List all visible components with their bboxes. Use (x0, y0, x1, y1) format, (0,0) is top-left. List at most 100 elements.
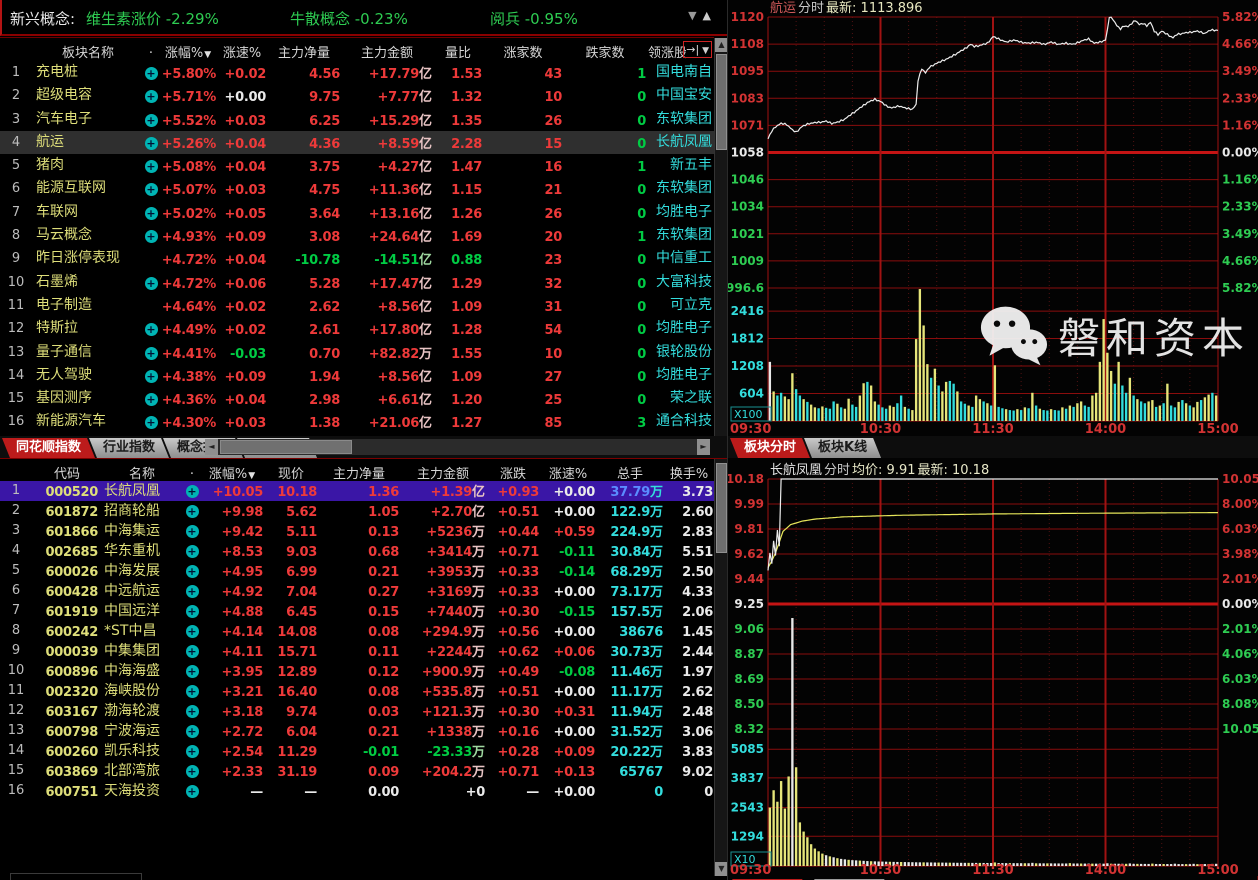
pct-change: +3.21 (221, 685, 263, 700)
ticker-item[interactable]: 牛散概念 -0.23% (290, 10, 408, 28)
scroll-right-icon[interactable]: ► (697, 439, 710, 455)
horizontal-scrollbar[interactable]: ◄ ► (205, 439, 710, 455)
column-header[interactable]: . (189, 463, 195, 478)
index-tab[interactable]: 同花顺指数 (2, 438, 95, 458)
stock-row[interactable]: 8 600242 *ST中昌 + +4.14 14.08 0.08 +294.9万 +0.56 +… (0, 621, 714, 641)
stock-row[interactable]: 11 002320 海峡股份 + +3.21 16.40 0.08 +535.8万 +0.51 +… (0, 681, 714, 701)
stock-row[interactable]: 16 600751 天海投资 + — — 0.00 +0 — +0.00 0 0 (0, 781, 714, 801)
main-amount: +24.64亿 (368, 230, 432, 246)
sector-row[interactable]: 16 新能源汽车 + +4.30% +0.03 1.38 +21.06亿 1.27 85 3 通合科… (0, 410, 714, 433)
svg-text:1009: 1009 (731, 254, 764, 268)
vol-ratio: 1.15 (451, 183, 482, 199)
ticker-item[interactable]: 阅兵 -0.95% (490, 10, 578, 28)
stock-intraday-chart[interactable]: 5085 3837 2543 1294 10.18 9.99 9.81 9.62 9.44 9.2… (728, 458, 1258, 876)
sector-row[interactable]: 14 无人驾驶 + +4.38% +0.09 1.94 +8.56亿 1.09 27 0 均胜电子 (0, 364, 714, 387)
pct-change: +4.88 (221, 605, 263, 620)
flag-icon: + (185, 625, 199, 638)
column-header[interactable]: 现价 (277, 467, 304, 482)
sector-row[interactable]: 8 马云概念 + +4.93% +0.09 3.08 +24.64亿 1.69 20 1 东软集团 (0, 224, 714, 247)
main-amount: +17.79亿 (368, 67, 432, 82)
column-header[interactable]: 换手% (669, 467, 709, 482)
column-header[interactable]: 涨跌 (499, 467, 526, 482)
stock-name: 北部湾旅 (104, 763, 160, 779)
column-header[interactable]: 量比 (444, 46, 471, 61)
stock-code: 603167 (45, 705, 98, 720)
stock-code: 601872 (45, 505, 98, 520)
sector-scrollbar[interactable]: ▲ (714, 38, 728, 436)
price: 6.45 (286, 605, 317, 620)
scrollbar-thumb[interactable] (220, 440, 352, 454)
sector-intraday-chart[interactable]: 2416 1812 1208 604 1120 1108 1095 1083 1071 1058 1… (728, 0, 1258, 436)
sector-row[interactable]: 6 能源互联网 + +5.07% +0.03 4.75 +11.36亿 1.15 21 0 东软集团 (0, 177, 714, 200)
stock-row[interactable]: 15 603869 北部湾旅 + +2.33 31.19 0.09 +204.2万 +0.71 +… (0, 761, 714, 781)
column-header[interactable]: 板块名称 (61, 46, 114, 61)
leader-stock: 荣之联 (670, 390, 712, 407)
column-header[interactable]: 涨幅%▼ (208, 467, 256, 482)
sector-row[interactable]: 10 石墨烯 + +4.72% +0.06 5.28 +17.47亿 1.29 32 0 大富科技 (0, 271, 714, 294)
column-header[interactable]: 领涨股 (648, 46, 686, 61)
column-header[interactable]: 主力净量 (277, 46, 330, 61)
stock-row[interactable]: 6 600428 中远航运 + +4.92 7.04 0.27 +3169万 +0.33 +0.0… (0, 581, 714, 601)
chart-tab[interactable]: 板块分时 (730, 438, 810, 458)
column-header[interactable]: 主力净量 (332, 467, 385, 482)
sector-row[interactable]: 2 超级电容 + +5.71% +0.00 9.75 +7.77亿 1.32 10 0 中国宝安 (0, 84, 714, 107)
index-tab[interactable]: 行业指数 (89, 438, 169, 458)
scroll-left-icon[interactable]: ◄ (205, 439, 218, 455)
stock-row[interactable]: 10 600896 中海海盛 + +3.95 12.89 0.12 +900.9万 +0.49 -… (0, 661, 714, 681)
main-net: 0.03 (368, 705, 399, 720)
speed: +0.31 (553, 705, 595, 720)
column-header[interactable]: . (148, 42, 154, 57)
turnover: 2.48 (682, 705, 713, 720)
column-header[interactable]: 主力金额 (416, 467, 469, 482)
svg-text:分时: 分时 (798, 1, 824, 16)
column-header[interactable]: 代码 (53, 467, 80, 482)
column-header[interactable]: 涨速% (548, 467, 588, 482)
leader-stock: 均胜电子 (656, 320, 712, 337)
flag-icon: + (185, 765, 199, 778)
sector-row[interactable]: 3 汽车电子 + +5.52% +0.03 6.25 +15.29亿 1.35 26 0 东软集团 (0, 108, 714, 131)
stock-row[interactable]: 5 600026 中海发展 + +4.95 6.99 0.21 +3953万 +0.33 -0.1… (0, 561, 714, 581)
sector-row[interactable]: 13 量子通信 + +4.41% -0.03 0.70 +82.82万 1.55 10 0 银轮股份 (0, 341, 714, 364)
column-header[interactable]: 总手 (616, 467, 643, 482)
column-config-icons[interactable]: →| ▼ (683, 41, 712, 58)
scroll-up-icon[interactable]: ▲ (715, 38, 728, 52)
stock-scrollbar[interactable]: ▼ (714, 459, 728, 876)
sector-row[interactable]: 11 电子制造 +4.64% +0.02 2.62 +8.56亿 1.09 31 0 可立克 (0, 294, 714, 317)
speed: -0.11 (559, 545, 595, 560)
svg-text:6.03%: 6.03% (1222, 522, 1258, 536)
main-net: 0.27 (368, 585, 399, 600)
leader-stock: 中信重工 (656, 250, 712, 267)
speed: +0.00 (553, 505, 595, 520)
sector-row[interactable]: 15 基因测序 + +4.36% +0.04 2.98 +6.61亿 1.20 25 0 荣之联 (0, 387, 714, 410)
ticker-item[interactable]: 维生素涨价 -2.29% (86, 10, 219, 28)
vol-ratio: 1.29 (451, 276, 482, 292)
column-header[interactable]: 跌家数 (585, 46, 625, 61)
chart-tab[interactable]: 板块K线 (804, 438, 881, 458)
sector-row[interactable]: 9 昨日涨停表现 +4.72% +0.04 -10.78 -14.51亿 0.88 23 0 中信… (0, 247, 714, 270)
change: +0.62 (497, 645, 539, 660)
stock-row[interactable]: 14 600260 凯乐科技 + +2.54 11.29 -0.01 -23.33万 +0.28… (0, 741, 714, 761)
stock-row[interactable]: 1 000520 长航凤凰 + +10.05 10.18 1.36 +1.39亿 +0.93 +0… (0, 481, 714, 501)
stock-row[interactable]: 13 600798 宁波海运 + +2.72 6.04 0.21 +1338万 +0.16 +0.… (0, 721, 714, 741)
sector-row[interactable]: 12 特斯拉 + +4.49% +0.02 2.61 +17.80亿 1.28 54 0 均胜电子 (0, 317, 714, 340)
stock-row[interactable]: 12 603167 渤海轮渡 + +3.18 9.74 0.03 +121.3万 +0.30 +0… (0, 701, 714, 721)
stock-row[interactable]: 7 601919 中国远洋 + +4.88 6.45 0.15 +7440万 +0.30 -0.1… (0, 601, 714, 621)
sector-row[interactable]: 7 车联网 + +5.02% +0.05 3.64 +13.16亿 1.26 26 0 均胜电子 (0, 201, 714, 224)
column-header[interactable]: 涨速% (222, 46, 262, 61)
stock-row[interactable]: 2 601872 招商轮船 + +9.98 5.62 1.05 +2.70亿 +0.51 +0.0… (0, 501, 714, 521)
stock-row[interactable]: 4 002685 华东重机 + +8.53 9.03 0.68 +3414万 +0.71 -0.1… (0, 541, 714, 561)
main-net: 0.70 (309, 346, 340, 362)
ticker-arrows[interactable]: ▼▲ (688, 9, 717, 22)
stock-row[interactable]: 9 000039 中集集团 + +4.11 15.71 0.11 +2244万 +0.62 +0.… (0, 641, 714, 661)
column-header[interactable]: 涨幅%▼ (164, 46, 212, 61)
scroll-down-icon[interactable]: ▼ (715, 862, 728, 876)
sector-row[interactable]: 4 航运 + +5.26% +0.04 4.36 +8.59亿 2.28 15 0 长航凤凰 (0, 130, 714, 155)
scrollbar-thumb[interactable] (716, 54, 727, 150)
sector-row[interactable]: 5 猪肉 + +5.08% +0.04 3.75 +4.27亿 1.47 16 1 新五丰 (0, 154, 714, 177)
column-header[interactable]: 主力金额 (360, 46, 413, 61)
scrollbar-thumb[interactable] (716, 463, 727, 553)
stock-row[interactable]: 3 601866 中海集运 + +9.42 5.11 0.13 +5236万 +0.44 +0.5… (0, 521, 714, 541)
column-header[interactable]: 涨家数 (503, 46, 543, 61)
sector-row[interactable]: 1 充电桩 + +5.80% +0.02 4.56 +17.79亿 1.53 43 1 国电南自 (0, 61, 714, 84)
column-header[interactable]: 名称 (128, 467, 155, 482)
